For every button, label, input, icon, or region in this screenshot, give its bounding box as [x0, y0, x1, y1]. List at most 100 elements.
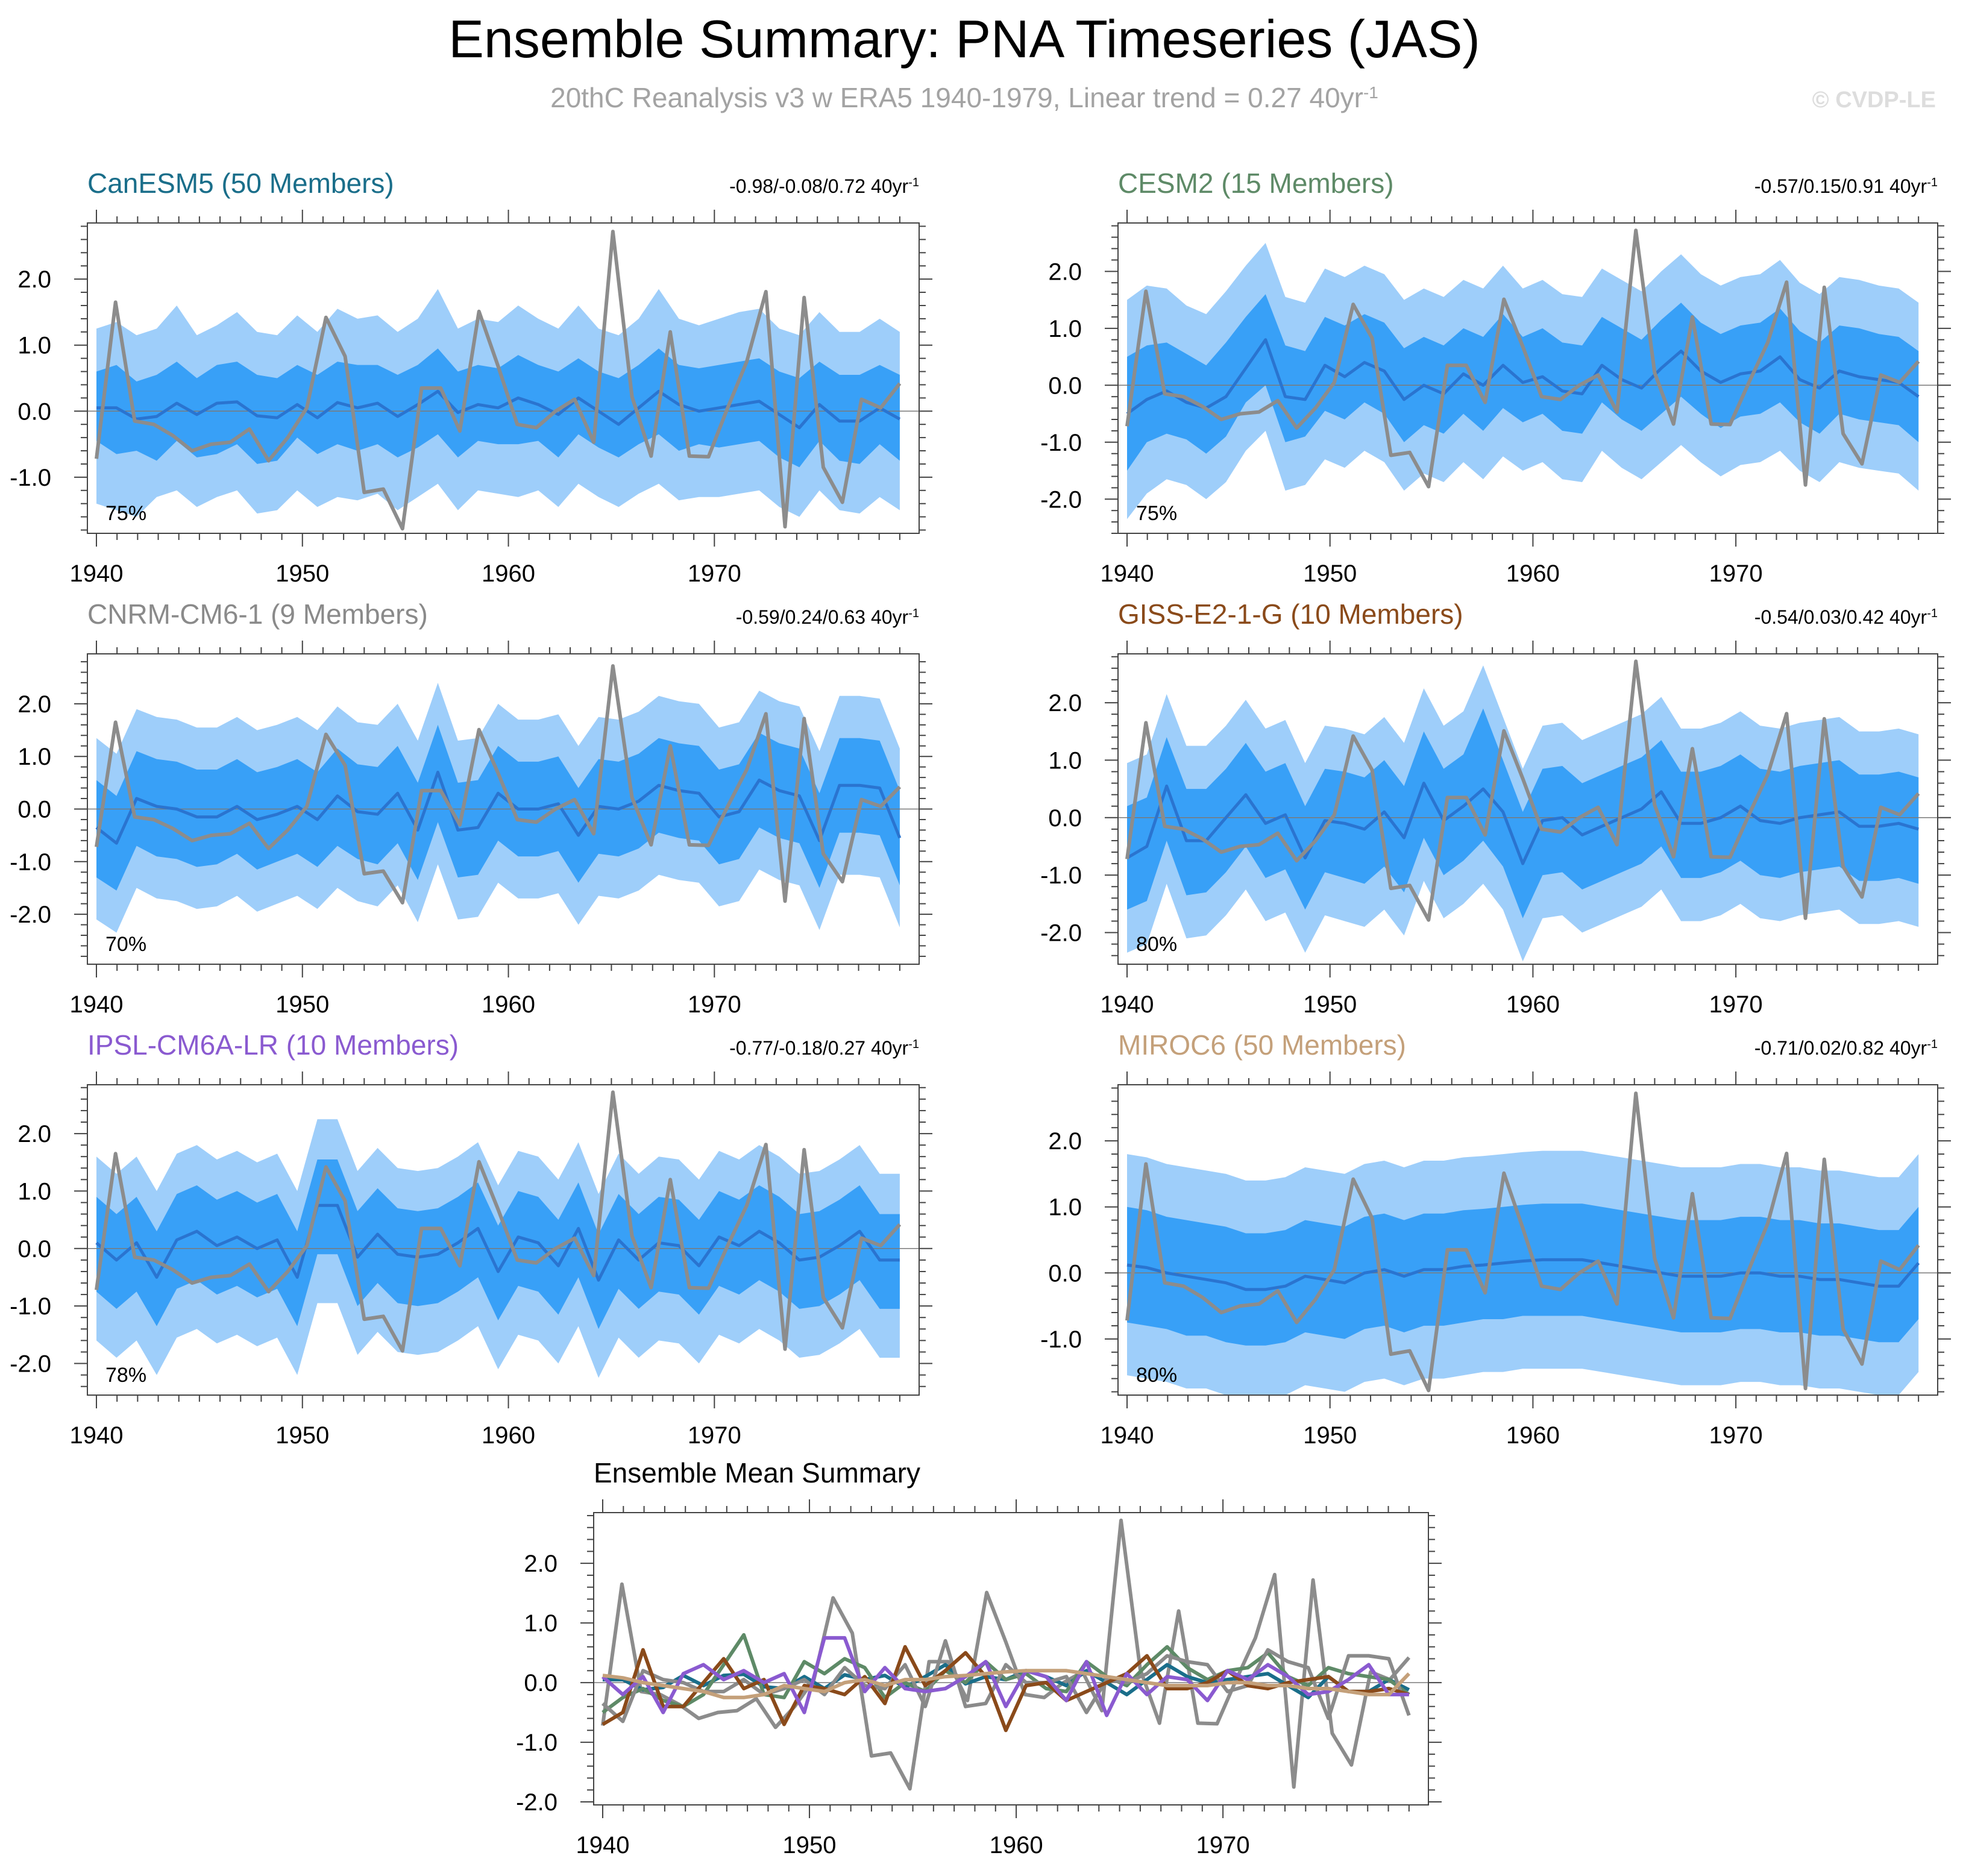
- inner-spread-band: [1127, 1203, 1919, 1346]
- plot-frame: [1117, 653, 1938, 965]
- panel-percent-label: 75%: [105, 502, 146, 525]
- y-tick-label: 2.0: [1048, 690, 1082, 717]
- x-tick-label: 1970: [1709, 1422, 1763, 1449]
- trend-text: -0.77/-0.18/0.27 40yr: [729, 1037, 908, 1059]
- x-tick-label: 1940: [1101, 1422, 1154, 1449]
- y-tick-label: -1.0: [1040, 1326, 1082, 1353]
- observation-line: [1125, 659, 1920, 922]
- y-tick-label: 0.0: [17, 797, 51, 823]
- x-tick-label: 1950: [1303, 991, 1357, 1018]
- panel-model-title: GISS-E2-1-G (10 Members): [1118, 598, 1463, 630]
- y-tick-label: 2.0: [17, 266, 51, 293]
- inner-spread-band: [96, 724, 900, 891]
- observation-line: [1125, 228, 1920, 489]
- trend-text: -0.59/0.24/0.63 40yr: [736, 606, 909, 628]
- subtitle-main: 20thC Reanalysis v3 w ERA5 1940-1979, Li…: [550, 82, 1363, 113]
- panel-plot-area: [1118, 1091, 1938, 1395]
- ensemble-mean-line: [95, 1203, 900, 1282]
- panel-percent-label: 80%: [1136, 933, 1177, 956]
- y-tick-label: 0.0: [1048, 372, 1082, 399]
- y-tick-label: 1.0: [1048, 1194, 1082, 1221]
- panels-layer: 1940 1950 1960 1970 -1.0 0.0 1.0 2.0 CanESM5 (50…: [10, 168, 1951, 1449]
- trend-text: -0.57/0.15/0.91 40yr: [1754, 175, 1927, 197]
- summary-series-ipsl-cm6a-lr: [601, 1636, 1409, 1718]
- panel-trend-label: -0.59/0.24/0.63 40yr-1: [736, 606, 919, 628]
- panel-trend-label: -0.77/-0.18/0.27 40yr-1: [729, 1037, 919, 1059]
- trend-text: -0.54/0.03/0.42 40yr: [1754, 606, 1927, 628]
- y-tick-label: 1.0: [17, 333, 51, 359]
- x-tick-label: 1960: [990, 1832, 1043, 1859]
- y-tick-label: 0.0: [524, 1670, 557, 1696]
- panel-plot-area: [87, 1090, 919, 1378]
- summary-series-miroc6: [602, 1669, 1410, 1699]
- ensemble-mean-line: [1126, 782, 1919, 865]
- panel-trend-label: -0.98/-0.08/0.72 40yr-1: [729, 175, 919, 197]
- y-tick-label: 0.0: [1048, 1260, 1082, 1287]
- plot-frame: [1117, 1084, 1938, 1396]
- trend-text: -0.71/0.02/0.82 40yr: [1754, 1037, 1927, 1059]
- trend-sup: -1: [908, 607, 919, 620]
- x-tick-label: 1940: [70, 991, 124, 1018]
- ensemble-mean-line: [1126, 338, 1920, 415]
- x-tick-label: 1940: [1101, 991, 1154, 1018]
- y-tick-label: 2.0: [1048, 1128, 1082, 1155]
- panel-2: 1940 1950 1960 1970 -2.0 -1.0 0.0 1.0 2.0 CNRM-CM…: [10, 598, 932, 1018]
- y-tick-label: -1.0: [10, 1293, 51, 1320]
- observation-line: [95, 1090, 902, 1353]
- panel-0: 1940 1950 1960 1970 -1.0 0.0 1.0 2.0 CanESM5 (50…: [10, 168, 932, 587]
- y-tick-label: 2.0: [1048, 259, 1082, 285]
- ensemble-mean-line: [96, 389, 901, 430]
- y-tick-label: 1.0: [17, 1178, 51, 1205]
- summary-plot-area: [594, 1518, 1428, 1791]
- subtitle-sup: -1: [1363, 83, 1378, 102]
- x-tick-label: 1970: [688, 1422, 741, 1449]
- x-tick-label: 1940: [1101, 560, 1154, 587]
- y-tick-label: 2.0: [524, 1551, 557, 1577]
- y-tick-label: 0.0: [1048, 805, 1082, 832]
- trend-sup: -1: [908, 176, 919, 189]
- x-tick-label: 1970: [688, 560, 741, 587]
- panel-plot-area: [87, 664, 919, 933]
- panel-plot-area: [1118, 228, 1938, 519]
- figure-subtitle: 20thC Reanalysis v3 w ERA5 1940-1979, Li…: [550, 82, 1378, 113]
- summary-series-cesm2: [601, 1633, 1410, 1714]
- panel-5: 1940 1950 1960 1970 -1.0 0.0 1.0 2.0 MIROC6 (50 …: [1040, 1029, 1951, 1449]
- y-tick-label: -1.0: [1040, 430, 1082, 456]
- trend-sup: -1: [908, 1038, 919, 1051]
- x-tick-label: 1970: [1709, 991, 1763, 1018]
- ensemble-mean-line: [1126, 1258, 1920, 1291]
- x-tick-label: 1970: [1709, 560, 1763, 587]
- panel-trend-label: -0.71/0.02/0.82 40yr-1: [1754, 1037, 1938, 1059]
- y-tick-label: 0.0: [17, 398, 51, 425]
- x-tick-label: 1960: [1506, 991, 1560, 1018]
- y-tick-label: -1.0: [10, 465, 51, 491]
- panel-model-title: CNRM-CM6-1 (9 Members): [87, 598, 428, 630]
- watermark: © CVDP-LE: [1812, 87, 1936, 113]
- panel-plot-area: [1118, 659, 1938, 962]
- x-tick-label: 1960: [1506, 1422, 1560, 1449]
- observation-line: [95, 230, 902, 531]
- panel-percent-label: 75%: [1136, 502, 1177, 525]
- y-tick-label: -2.0: [516, 1789, 557, 1816]
- panel-percent-label: 78%: [105, 1364, 146, 1387]
- x-tick-label: 1950: [1303, 560, 1357, 587]
- panel-4: 1940 1950 1960 1970 -2.0 -1.0 0.0 1.0 2.0 IPSL-CM…: [10, 1029, 932, 1449]
- x-tick-label: 1960: [482, 1422, 535, 1449]
- observation-line: [1125, 1091, 1920, 1393]
- x-tick-label: 1950: [1303, 1422, 1357, 1449]
- y-tick-label: -2.0: [1040, 486, 1082, 513]
- x-tick-label: 1960: [482, 560, 535, 587]
- figure-title: Ensemble Summary: PNA Timeseries (JAS): [448, 9, 1480, 69]
- x-tick-label: 1940: [70, 1422, 124, 1449]
- panel-trend-label: -0.54/0.03/0.42 40yr-1: [1754, 606, 1938, 628]
- ensemble-mean-line: [95, 770, 902, 845]
- inner-spread-band: [1127, 708, 1919, 918]
- y-tick-label: 0.0: [17, 1236, 51, 1263]
- x-tick-label: 1950: [275, 560, 329, 587]
- y-tick-label: -1.0: [1040, 862, 1082, 889]
- ensemble-mean-summary-layer: 1940 1950 1960 1970 -2.0 -1.0 0.0 1.0 2.0 Ensembl…: [516, 1457, 1442, 1859]
- panel-model-title: CanESM5 (50 Members): [87, 168, 394, 199]
- x-tick-label: 1950: [275, 1422, 329, 1449]
- panel-model-title: MIROC6 (50 Members): [1118, 1029, 1406, 1061]
